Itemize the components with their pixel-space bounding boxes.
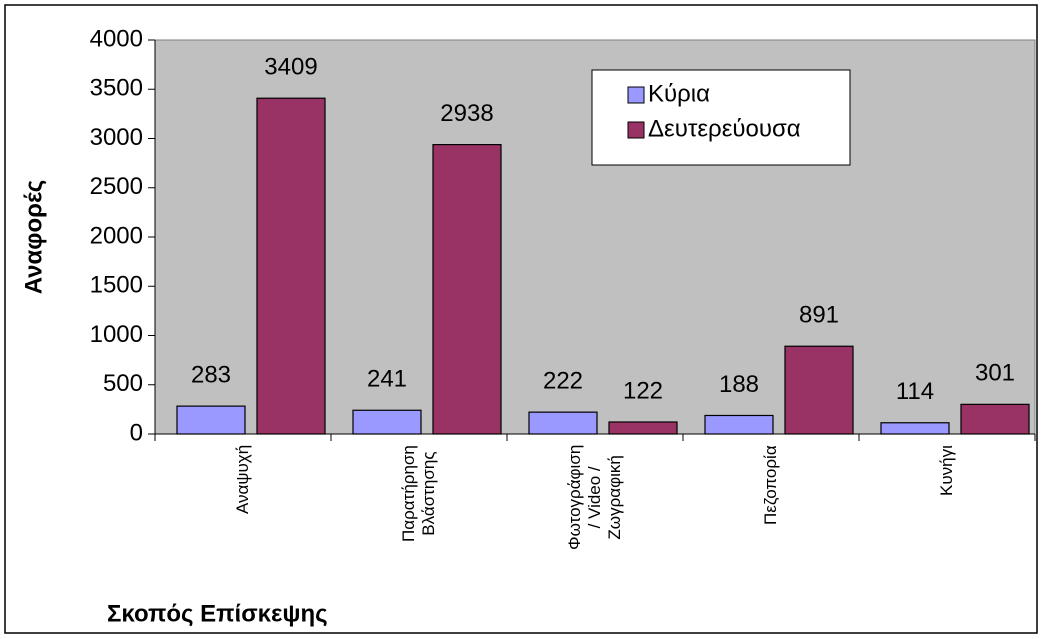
y-tick-label: 500 bbox=[103, 370, 143, 397]
data-label: 122 bbox=[623, 377, 663, 404]
bar bbox=[960, 403, 1030, 435]
x-tick-label: Παρατήρηση Βλάστησης bbox=[399, 445, 438, 542]
data-label: 283 bbox=[191, 361, 231, 388]
data-label: 891 bbox=[799, 302, 839, 329]
y-tick-label: 1500 bbox=[90, 272, 143, 299]
y-tick-label: 3500 bbox=[90, 75, 143, 102]
bar bbox=[704, 414, 774, 435]
bar bbox=[528, 411, 598, 435]
y-tick-label: 4000 bbox=[90, 25, 143, 52]
bar bbox=[176, 405, 246, 435]
x-axis-title: Σκοπός Επίσκεψης bbox=[107, 600, 328, 627]
x-tick-label: Αναψυχή bbox=[233, 444, 252, 514]
legend-label: Δευτερεύουσα bbox=[648, 115, 801, 142]
legend-label: Κύρια bbox=[648, 80, 710, 107]
x-tick-label: Κυνήγι bbox=[937, 445, 956, 496]
data-label: 114 bbox=[896, 378, 934, 405]
data-label: 3409 bbox=[264, 54, 317, 81]
y-tick-label: 2500 bbox=[90, 173, 143, 200]
bar bbox=[352, 409, 422, 435]
y-tick-label: 3000 bbox=[90, 124, 143, 151]
bar bbox=[256, 97, 326, 435]
y-tick-label: 2000 bbox=[90, 222, 143, 249]
bar bbox=[608, 421, 678, 435]
data-label: 188 bbox=[719, 371, 759, 398]
bar bbox=[880, 422, 950, 435]
data-label: 301 bbox=[975, 360, 1015, 387]
x-tick-label: Φωτογράφιση / Video / Ζωγραφική bbox=[565, 444, 624, 550]
legend-box bbox=[591, 69, 851, 166]
data-label: 241 bbox=[367, 366, 407, 393]
y-tick-label: 0 bbox=[130, 419, 143, 446]
y-axis-title: Αναφορές bbox=[20, 180, 47, 295]
x-tick-label: Πεζοπορία bbox=[761, 445, 780, 525]
data-label: 2938 bbox=[440, 100, 493, 127]
bar bbox=[784, 345, 854, 435]
y-tick-label: 1000 bbox=[90, 321, 143, 348]
bar bbox=[432, 144, 502, 435]
data-label: 222 bbox=[543, 367, 583, 394]
legend-swatch bbox=[627, 121, 645, 139]
legend-swatch bbox=[627, 86, 645, 104]
